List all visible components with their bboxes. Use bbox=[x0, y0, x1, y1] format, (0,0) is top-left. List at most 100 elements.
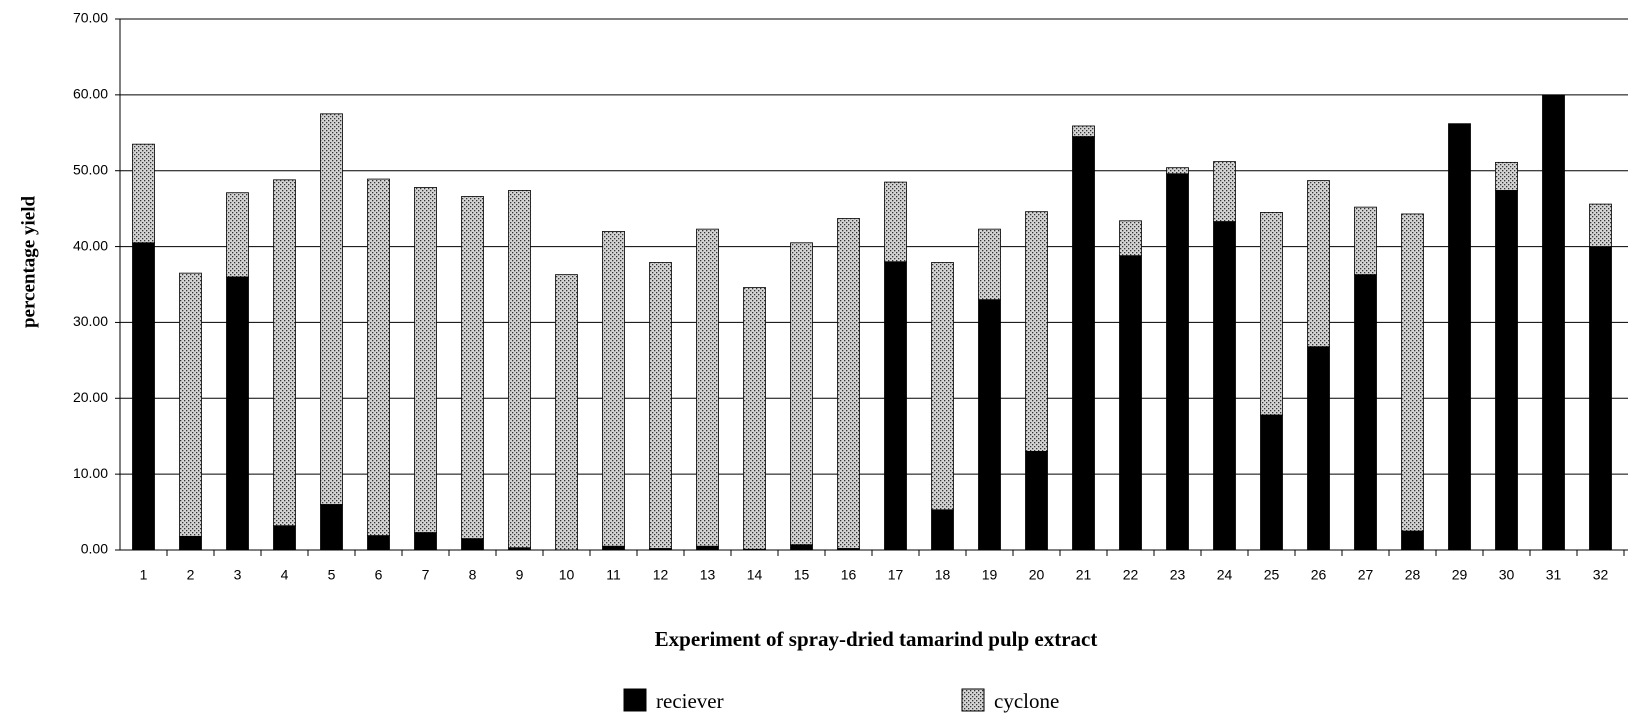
y-tick-label: 50.00 bbox=[73, 161, 108, 177]
x-tick-label: 4 bbox=[281, 567, 289, 583]
bar-segment bbox=[273, 179, 296, 527]
bar-segment bbox=[1260, 212, 1283, 416]
bar-segment bbox=[1072, 125, 1095, 137]
x-tick-label: 21 bbox=[1076, 567, 1092, 583]
y-tick-label: 40.00 bbox=[73, 237, 108, 253]
y-tick-label: 10.00 bbox=[73, 465, 108, 481]
x-tick-label: 22 bbox=[1123, 567, 1139, 583]
bar-segment bbox=[1401, 530, 1424, 551]
bar-segment bbox=[226, 276, 249, 551]
bar-segment bbox=[1166, 173, 1189, 551]
x-tick-label: 18 bbox=[935, 567, 951, 583]
bar-segment bbox=[696, 228, 719, 547]
bar-segment bbox=[1589, 203, 1612, 247]
y-axis-title: percentage yield bbox=[18, 196, 39, 329]
bar-segment bbox=[1119, 255, 1142, 551]
x-tick-label: 8 bbox=[469, 567, 477, 583]
y-tick-label: 20.00 bbox=[73, 389, 108, 405]
bar-segment bbox=[1589, 246, 1612, 551]
bar-segment bbox=[1025, 211, 1048, 452]
bar-segment bbox=[508, 190, 531, 549]
bar-segment bbox=[602, 230, 625, 547]
bar-segment bbox=[179, 272, 202, 537]
x-tick-label: 11 bbox=[606, 567, 621, 583]
x-tick-label: 16 bbox=[841, 567, 857, 583]
bar-segment bbox=[696, 545, 719, 551]
x-tick-label: 17 bbox=[888, 567, 904, 583]
bar-segment bbox=[555, 274, 578, 551]
bar-segment bbox=[461, 196, 484, 540]
bar-segment bbox=[743, 287, 766, 550]
bar-segment bbox=[1401, 213, 1424, 532]
x-tick-label: 26 bbox=[1311, 567, 1327, 583]
bar-segment bbox=[1448, 123, 1471, 551]
x-tick-label: 5 bbox=[328, 567, 336, 583]
x-tick-label: 28 bbox=[1405, 567, 1421, 583]
x-tick-label: 2 bbox=[187, 567, 195, 583]
bar-segment bbox=[884, 261, 907, 551]
y-tick-label: 30.00 bbox=[73, 313, 108, 329]
x-tick-label: 10 bbox=[559, 567, 575, 583]
y-tick-label: 60.00 bbox=[73, 86, 108, 102]
bar-segment bbox=[931, 509, 954, 551]
bar-segment bbox=[132, 242, 155, 551]
bar-segment bbox=[837, 218, 860, 549]
bar-segment bbox=[414, 532, 437, 551]
x-tick-label: 24 bbox=[1217, 567, 1233, 583]
bar-segment bbox=[1307, 346, 1330, 551]
x-tick-label: 30 bbox=[1499, 567, 1515, 583]
legend-swatch bbox=[623, 688, 647, 712]
x-tick-label: 12 bbox=[653, 567, 669, 583]
bar-segment bbox=[931, 262, 954, 511]
x-tick-label: 7 bbox=[422, 567, 430, 583]
x-tick-label: 1 bbox=[140, 567, 148, 583]
x-tick-label: 25 bbox=[1264, 567, 1280, 583]
bar-segment bbox=[978, 299, 1001, 551]
bar-segment bbox=[602, 545, 625, 551]
bar-segment bbox=[132, 143, 155, 244]
bar-segment bbox=[367, 178, 390, 536]
x-tick-label: 29 bbox=[1452, 567, 1468, 583]
x-tick-label: 15 bbox=[794, 567, 810, 583]
bar-segment bbox=[461, 538, 484, 551]
x-tick-label: 6 bbox=[375, 567, 383, 583]
y-tick-label: 0.00 bbox=[81, 541, 108, 557]
bar-segment bbox=[273, 525, 296, 551]
bar-segment bbox=[1307, 180, 1330, 348]
bar-segment bbox=[320, 504, 343, 551]
bar-segment bbox=[1542, 94, 1565, 551]
bar-segment bbox=[978, 228, 1001, 301]
x-tick-label: 27 bbox=[1358, 567, 1374, 583]
bar-segment bbox=[790, 544, 813, 551]
bar-segment bbox=[884, 181, 907, 263]
bar-segment bbox=[367, 535, 390, 551]
x-tick-label: 19 bbox=[982, 567, 998, 583]
bar-segment bbox=[1495, 161, 1518, 191]
x-tick-label: 32 bbox=[1593, 567, 1609, 583]
x-tick-label: 3 bbox=[234, 567, 242, 583]
bar-segment bbox=[414, 187, 437, 533]
bar-segment bbox=[1354, 206, 1377, 276]
bar-segment bbox=[1213, 221, 1236, 551]
bar-segment bbox=[1119, 220, 1142, 257]
bar-segment bbox=[790, 242, 813, 546]
x-tick-label: 20 bbox=[1029, 567, 1045, 583]
bar-segment bbox=[1260, 414, 1283, 551]
y-tick-label: 70.00 bbox=[73, 10, 108, 26]
bar-segment bbox=[1166, 167, 1189, 175]
bar-segment bbox=[320, 113, 343, 505]
x-tick-label: 13 bbox=[700, 567, 716, 583]
bar-segment bbox=[1072, 136, 1095, 551]
x-axis-title: Experiment of spray-dried tamarind pulp … bbox=[655, 627, 1098, 651]
bar-segment bbox=[1495, 190, 1518, 551]
legend-label: cyclone bbox=[994, 689, 1059, 713]
x-tick-label: 14 bbox=[747, 567, 763, 583]
bar-segment bbox=[226, 192, 249, 278]
bar-segment bbox=[1354, 274, 1377, 551]
legend-label: reciever bbox=[656, 689, 724, 713]
bar-segment bbox=[1213, 161, 1236, 222]
x-tick-label: 31 bbox=[1546, 567, 1562, 583]
x-tick-label: 23 bbox=[1170, 567, 1186, 583]
bar-segment bbox=[179, 535, 202, 551]
